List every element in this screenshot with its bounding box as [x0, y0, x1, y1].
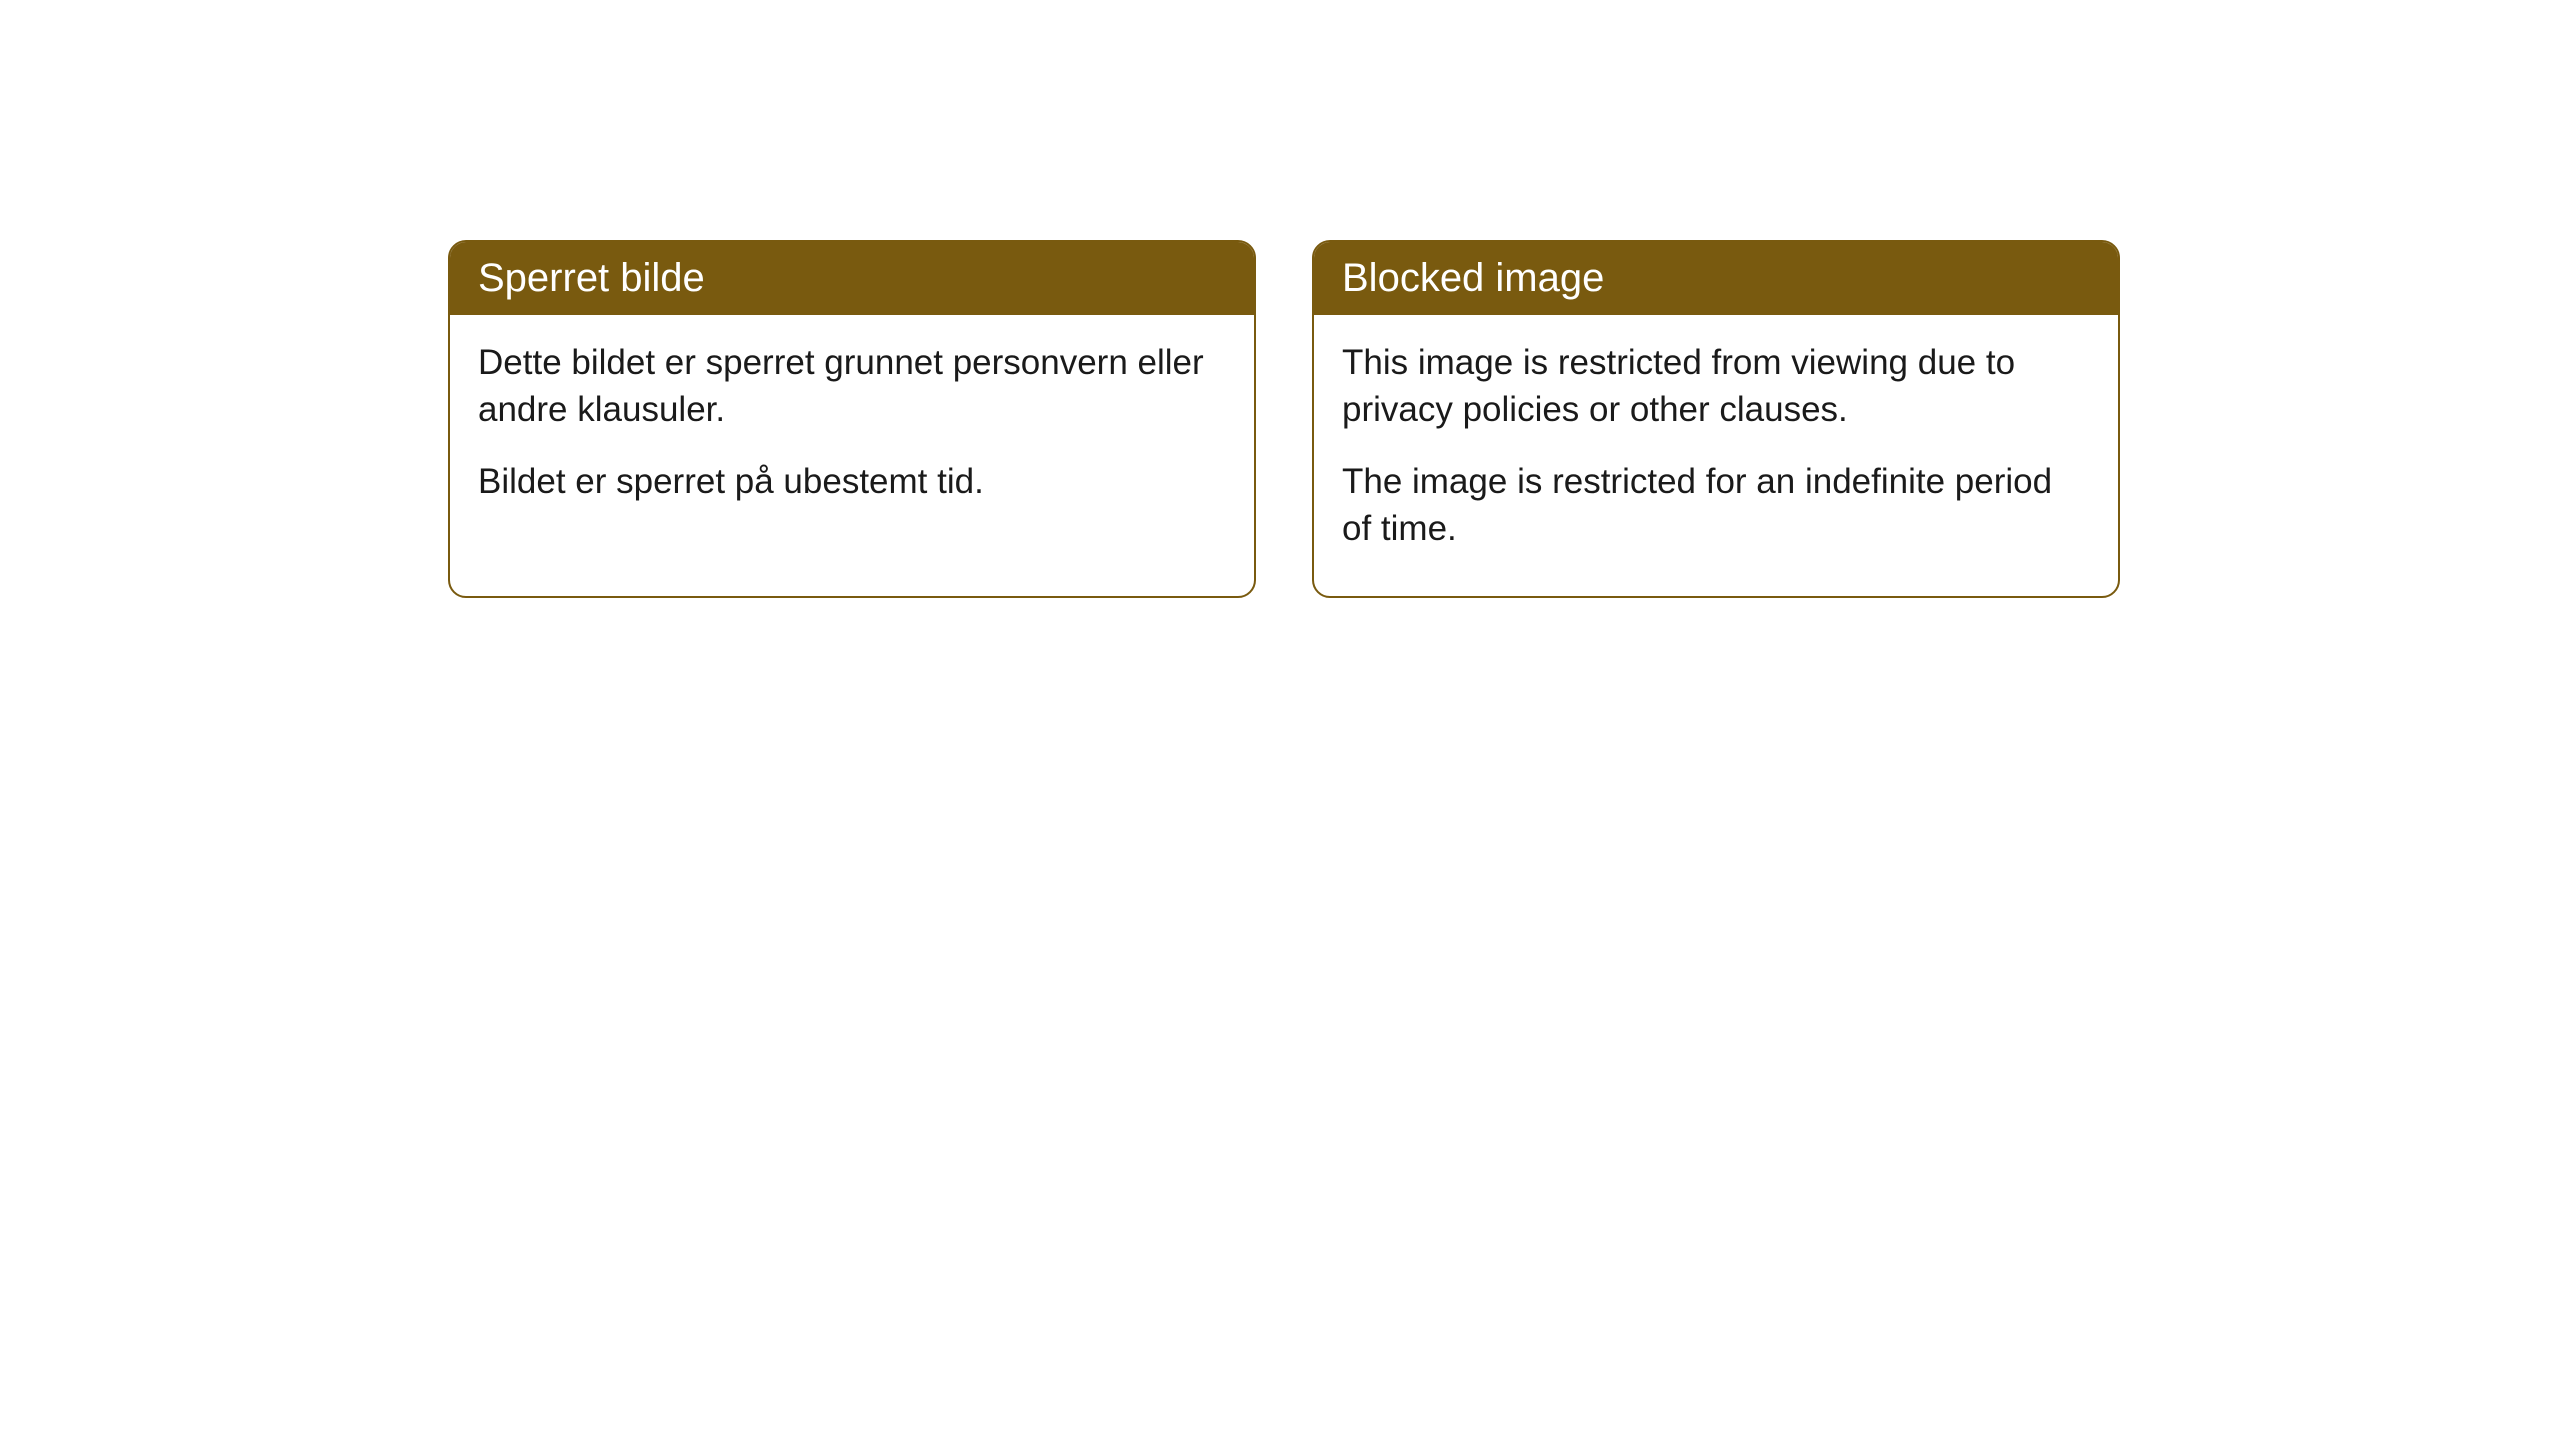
card-header-english: Blocked image [1314, 242, 2118, 315]
card-english: Blocked image This image is restricted f… [1312, 240, 2120, 598]
card-paragraph-2: Bildet er sperret på ubestemt tid. [478, 458, 1226, 505]
card-body-english: This image is restricted from viewing du… [1314, 315, 2118, 596]
cards-container: Sperret bilde Dette bildet er sperret gr… [448, 240, 2560, 598]
card-paragraph-2: The image is restricted for an indefinit… [1342, 458, 2090, 553]
card-paragraph-1: Dette bildet er sperret grunnet personve… [478, 339, 1226, 434]
card-norwegian: Sperret bilde Dette bildet er sperret gr… [448, 240, 1256, 598]
card-body-norwegian: Dette bildet er sperret grunnet personve… [450, 315, 1254, 549]
card-header-norwegian: Sperret bilde [450, 242, 1254, 315]
card-paragraph-1: This image is restricted from viewing du… [1342, 339, 2090, 434]
